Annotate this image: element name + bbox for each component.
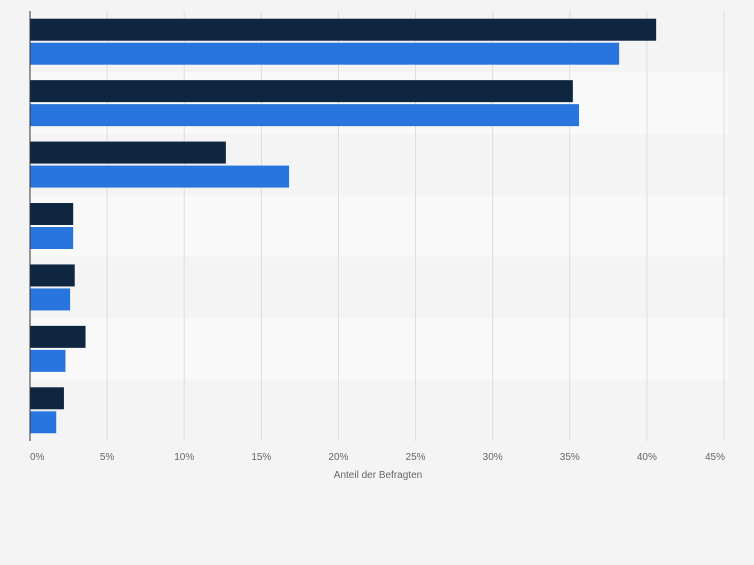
x-tick-label: 10% [174,452,194,463]
x-axis-label: Anteil der Befragten [334,470,422,481]
x-tick-label: 45% [705,452,725,463]
bar-series2-cat1 [30,42,620,65]
bar-series1-cat2 [30,80,573,103]
bar-series2-cat4 [30,227,74,249]
bar-series2-cat2 [30,104,580,127]
x-tick-label: 20% [328,452,348,463]
category-band [30,379,728,441]
bar-series2-cat5 [30,288,71,311]
category-band [30,195,728,257]
bar-series1-cat7 [30,387,64,410]
category-band [30,256,728,319]
bar-series1-cat4 [30,203,74,225]
x-tick-label: 25% [406,452,426,463]
bar-series2-cat6 [30,349,66,372]
bar-series1-cat6 [30,325,86,348]
x-tick-label: 40% [637,452,657,463]
category-bands [30,11,728,441]
bar-series1-cat1 [30,18,657,41]
bar-series2-cat3 [30,165,290,188]
x-tick-label: 0% [30,452,45,463]
bar-series2-cat7 [30,411,57,434]
category-band [30,318,728,380]
x-tick-label: 5% [100,452,115,463]
bars [30,18,657,434]
x-tick-label: 15% [251,452,271,463]
x-tick-labels: 0% 5% 10% 15% 20% 25% 30% 35% 40% 45% [30,452,725,463]
bar-series1-cat3 [30,141,226,164]
x-tick-label: 35% [560,452,580,463]
bar-series1-cat5 [30,264,75,287]
x-tick-label: 30% [483,452,503,463]
